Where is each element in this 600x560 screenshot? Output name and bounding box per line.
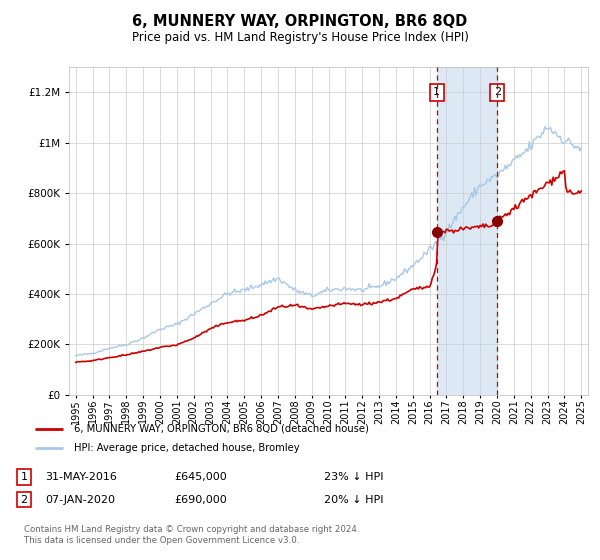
Text: Contains HM Land Registry data © Crown copyright and database right 2024.
This d: Contains HM Land Registry data © Crown c…	[24, 525, 359, 545]
Text: 2: 2	[494, 87, 501, 97]
Text: 1: 1	[20, 472, 28, 482]
Text: Price paid vs. HM Land Registry's House Price Index (HPI): Price paid vs. HM Land Registry's House …	[131, 31, 469, 44]
Text: 07-JAN-2020: 07-JAN-2020	[45, 494, 115, 505]
Text: HPI: Average price, detached house, Bromley: HPI: Average price, detached house, Brom…	[74, 443, 299, 453]
Text: 20% ↓ HPI: 20% ↓ HPI	[324, 494, 383, 505]
Text: 6, MUNNERY WAY, ORPINGTON, BR6 8QD (detached house): 6, MUNNERY WAY, ORPINGTON, BR6 8QD (deta…	[74, 424, 368, 434]
Text: 31-MAY-2016: 31-MAY-2016	[45, 472, 117, 482]
Bar	[437, 67, 497, 395]
Bar	[573, 67, 588, 395]
Text: 1: 1	[433, 87, 440, 97]
Text: 2: 2	[20, 494, 28, 505]
Text: £690,000: £690,000	[174, 494, 227, 505]
Text: 6, MUNNERY WAY, ORPINGTON, BR6 8QD: 6, MUNNERY WAY, ORPINGTON, BR6 8QD	[133, 14, 467, 29]
Text: £645,000: £645,000	[174, 472, 227, 482]
Text: 23% ↓ HPI: 23% ↓ HPI	[324, 472, 383, 482]
